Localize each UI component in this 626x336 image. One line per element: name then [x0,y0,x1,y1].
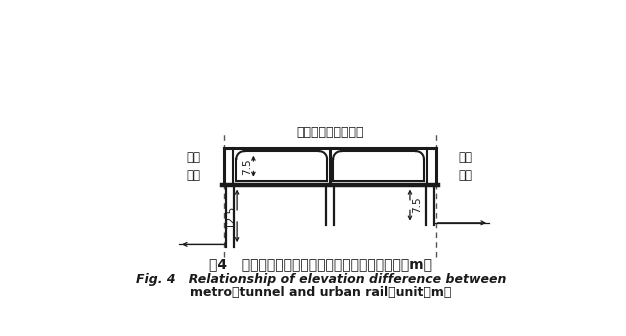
Text: metro，tunnel and urban rail（unit；m）: metro，tunnel and urban rail（unit；m） [190,286,451,299]
Text: 7.5: 7.5 [242,158,252,174]
Text: 北进场路下隧道区域: 北进场路下隧道区域 [296,126,364,139]
Text: Fig. 4   Relationship of elevation difference between: Fig. 4 Relationship of elevation differe… [136,273,506,286]
Text: 地铁
区域: 地铁 区域 [186,151,200,182]
Text: 12.5: 12.5 [226,204,236,227]
Text: 城轨
区域: 城轨 区域 [459,151,473,182]
Text: 图4   地铁、隧道、城轨基底高差关系示意（单位；m）: 图4 地铁、隧道、城轨基底高差关系示意（单位；m） [209,257,433,271]
Text: 7.5: 7.5 [412,197,422,213]
